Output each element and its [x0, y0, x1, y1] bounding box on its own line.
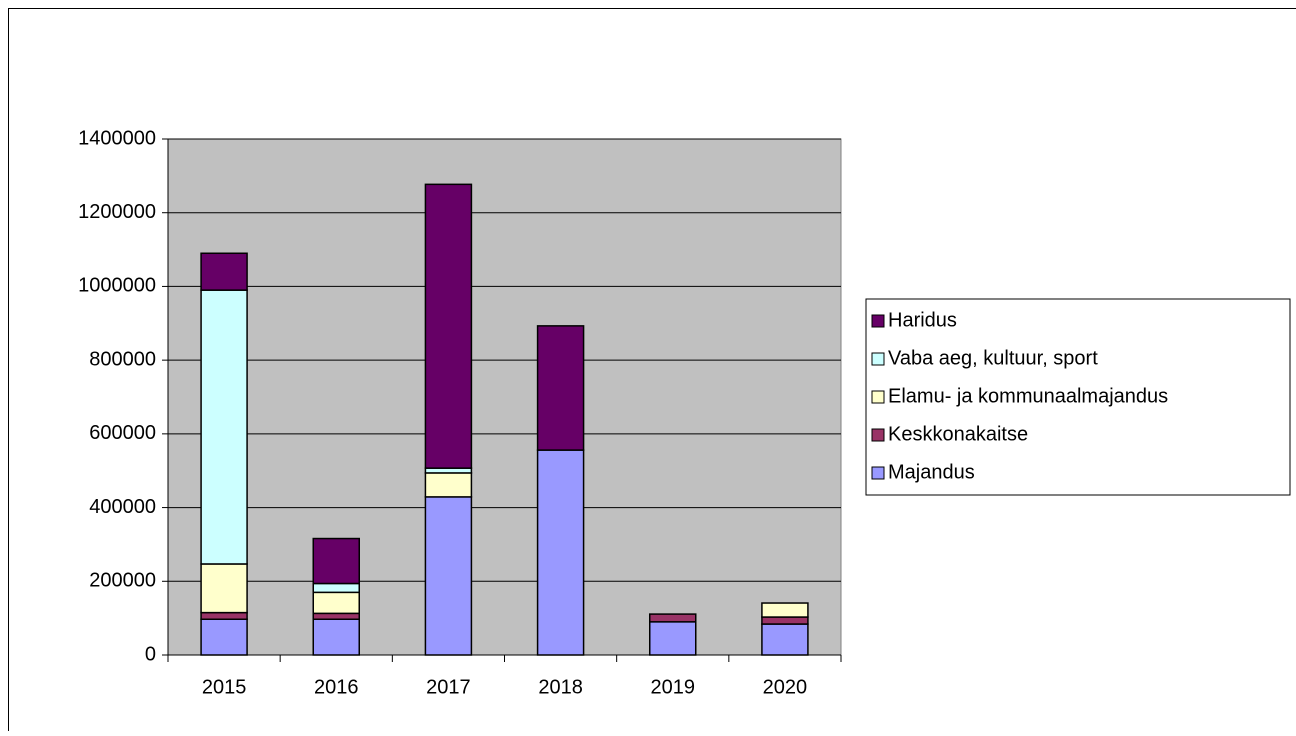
legend-label: Majandus	[888, 461, 975, 483]
bar-segment	[200, 563, 248, 614]
x-tick-label: 2019	[651, 676, 696, 698]
bar-segment	[761, 602, 809, 618]
bar-segment	[200, 618, 248, 656]
y-tick-label: 400000	[89, 496, 156, 518]
bar-segment	[200, 611, 248, 620]
y-tick-label: 1200000	[78, 201, 156, 223]
bar-segment	[536, 449, 585, 656]
bar-segment	[312, 612, 360, 620]
legend-label: Haridus	[888, 309, 957, 331]
legend-label: Elamu- ja kommunaalmajandus	[888, 385, 1168, 407]
legend-swatch	[871, 390, 885, 404]
bar-segment	[761, 623, 809, 656]
bar-segment	[424, 472, 473, 498]
x-tick-label: 2016	[314, 676, 359, 698]
x-tick-label: 2015	[202, 676, 247, 698]
bar-segment	[649, 621, 697, 656]
legend-swatch	[871, 352, 885, 366]
bar-segment	[761, 616, 809, 625]
bar-segment	[649, 613, 697, 623]
x-tick-label: 2018	[538, 676, 583, 698]
y-tick-label: 1000000	[78, 275, 156, 297]
y-tick-label: 0	[145, 643, 156, 665]
legend-swatch	[871, 466, 885, 480]
bar-segment	[312, 537, 360, 585]
plot-area	[167, 138, 842, 656]
bar-segment	[424, 183, 473, 469]
x-tick-label: 2020	[763, 676, 808, 698]
x-tick-label: 2017	[426, 676, 471, 698]
bar-segment	[424, 496, 473, 656]
y-tick-label: 600000	[89, 422, 156, 444]
legend-label: Keskkonakaitse	[888, 423, 1028, 445]
bar-segment	[312, 591, 360, 615]
bar-segment	[536, 325, 585, 451]
bar-segment	[200, 289, 248, 565]
legend-swatch	[871, 314, 885, 328]
legend-label: Vaba aeg, kultuur, sport	[888, 347, 1098, 369]
legend-box	[865, 298, 1291, 496]
y-tick-label: 800000	[89, 348, 156, 370]
legend-swatch	[871, 428, 885, 442]
bar-segment	[312, 618, 360, 656]
bar-segment	[312, 582, 360, 594]
bar-segment	[200, 252, 248, 291]
y-tick-label: 1400000	[78, 127, 156, 149]
y-tick-label: 200000	[89, 570, 156, 592]
